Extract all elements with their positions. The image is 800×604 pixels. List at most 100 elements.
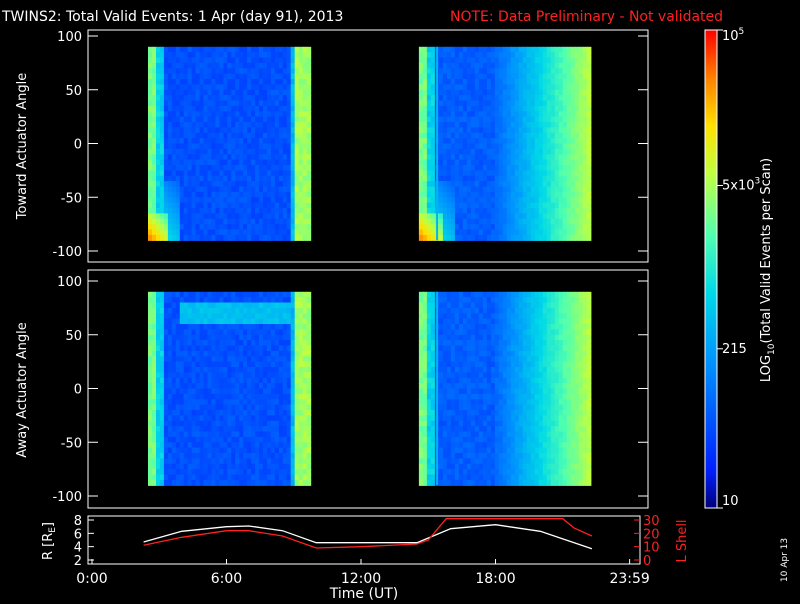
heatmap-cell [563,170,568,176]
heatmap-cell [587,111,592,117]
heatmap-cell [176,106,181,112]
heatmap-cell [271,297,276,303]
heatmap-cell [227,187,232,193]
heatmap-cell [164,117,169,123]
heatmap-cell [499,133,504,139]
heatmap-cell [423,313,428,319]
heatmap-cell [184,426,189,432]
heatmap-cell [307,127,312,133]
heatmap-cell [152,378,157,384]
heatmap-cell [431,362,436,368]
heatmap-cell [451,480,456,486]
heatmap-cell [291,319,296,325]
heatmap-cell [459,442,464,448]
heatmap-cell [184,154,189,160]
heatmap-cell [259,351,264,357]
heatmap-cell [431,197,436,203]
heatmap-cell [204,319,209,325]
heatmap-cell [247,453,252,459]
heatmap-cell [176,84,181,90]
heatmap-cell [539,68,544,74]
heatmap-cell [451,165,456,171]
heatmap-cell [291,90,296,96]
heatmap-cell [271,426,276,432]
heatmap-cell [419,351,424,357]
heatmap-cell [184,181,189,187]
heatmap-cell [495,90,500,96]
heatmap-cell [463,292,468,298]
heatmap-cell [571,197,576,203]
heatmap-cell [455,68,460,74]
heatmap-cell [208,154,213,160]
heatmap-cell [431,176,436,182]
heatmap-cell [208,410,213,416]
heatmap-cell [303,160,308,166]
heatmap-cell [527,235,532,241]
heatmap-cell [587,95,592,101]
heatmap-cell [208,313,213,319]
heatmap-cell [571,95,576,101]
heatmap-cell [583,127,588,133]
heatmap-cell [583,176,588,182]
heatmap-cell [471,79,476,85]
heatmap-cell [427,58,432,64]
heatmap-cell [164,138,169,144]
heatmap-cell [275,383,280,389]
heatmap-cell [503,47,508,53]
heatmap-cell [451,133,456,139]
heatmap-cell [463,187,468,193]
heatmap-cell [423,101,428,107]
heatmap-cell [579,181,584,187]
heatmap-cell [235,47,240,53]
heatmap-cell [275,372,280,378]
heatmap-cell [196,219,201,225]
heatmap-cell [208,58,213,64]
heatmap-cell [251,415,256,421]
heatmap-cell [427,187,432,193]
heatmap-cell [215,90,220,96]
heatmap-cell [547,138,552,144]
heatmap-cell [503,208,508,214]
heatmap-cell [235,127,240,133]
heatmap-cell [176,448,181,454]
heatmap-cell [579,192,584,198]
heatmap-cell [439,351,444,357]
heatmap-cell [239,421,244,427]
heatmap-cell [427,138,432,144]
heatmap-cell [571,84,576,90]
heatmap-cell [499,74,504,80]
heatmap-cell [303,74,308,80]
heatmap-cell [160,122,165,128]
heatmap-cell [227,111,232,117]
heatmap-cell [148,95,153,101]
heatmap-cell [259,154,264,160]
heatmap-cell [204,224,209,230]
heatmap-cell [204,469,209,475]
heatmap-cell [263,181,268,187]
heatmap-cell [148,133,153,139]
heatmap-cell [571,90,576,96]
heatmap-cell [160,176,165,182]
heatmap-cell [176,340,181,346]
heatmap-cell [471,144,476,150]
heatmap-cell [447,378,452,384]
heatmap-cell [447,230,452,236]
heatmap-cell [447,47,452,53]
heatmap-cell [543,230,548,236]
heatmap-cell [148,432,153,438]
heatmap-cell [176,170,181,176]
heatmap-cell [295,106,300,112]
heatmap-cell [307,160,312,166]
heatmap-cell [172,399,177,405]
heatmap-cell [164,319,169,325]
heatmap-cell [239,432,244,438]
heatmap-cell [307,308,312,314]
heatmap-cell [567,165,572,171]
heatmap-cell [431,475,436,481]
heatmap-cell [523,101,528,107]
heatmap-cell [172,324,177,330]
heatmap-cell [567,95,572,101]
heatmap-cell [235,480,240,486]
heatmap-cell [247,106,252,112]
heatmap-cell [543,68,548,74]
